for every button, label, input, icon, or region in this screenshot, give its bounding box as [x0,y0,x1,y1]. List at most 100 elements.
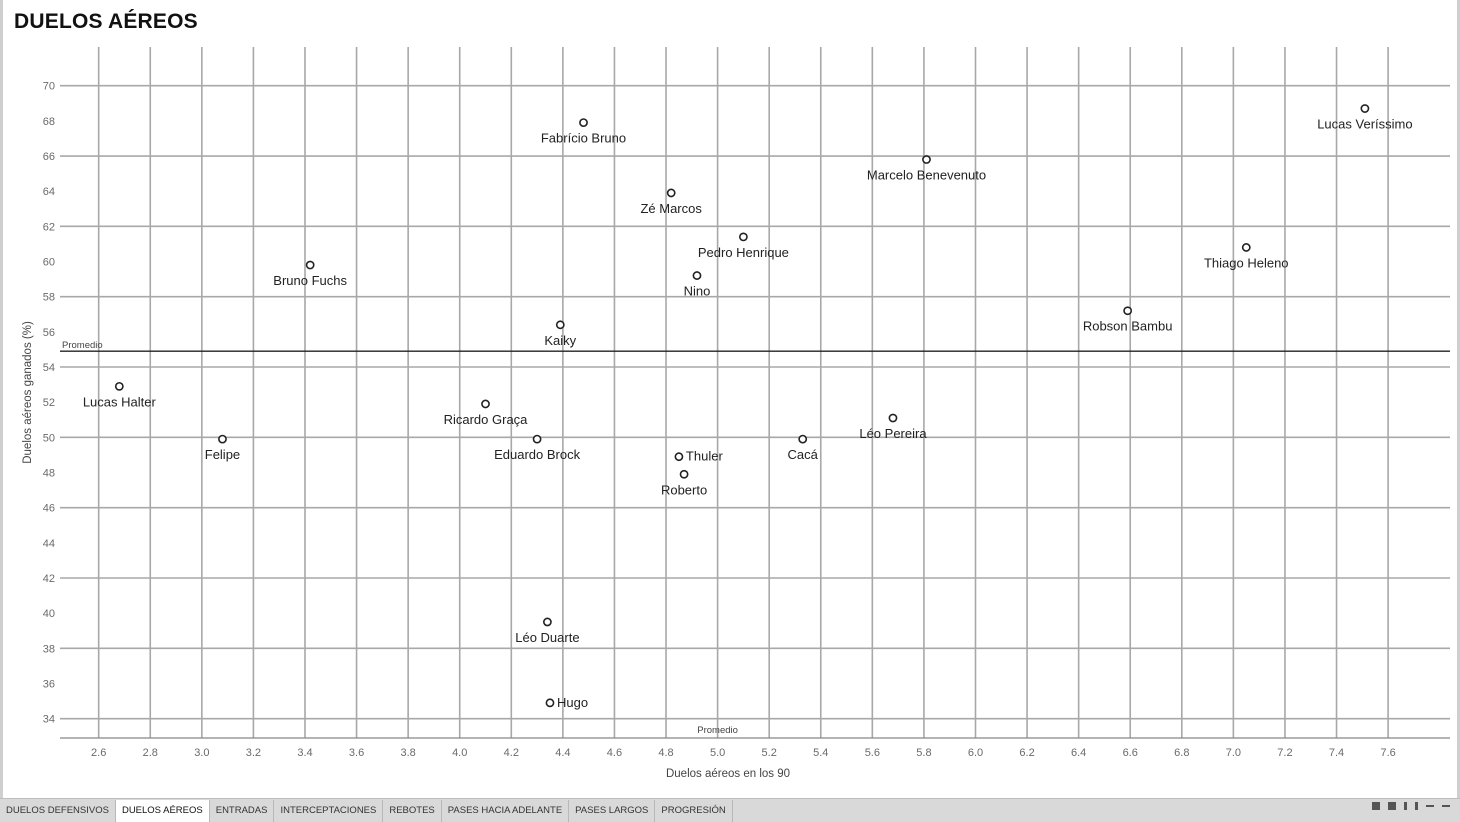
x-tick-label: 7.2 [1277,747,1292,759]
y-tick-label: 42 [43,573,55,585]
x-tick-label: 3.2 [246,747,261,759]
data-point-label: Ricardo Graça [444,412,529,427]
list-view-icon[interactable] [1388,802,1396,810]
x-tick-label: 4.0 [452,747,467,759]
data-point-label: Hugo [557,695,588,710]
data-point [579,118,588,128]
x-tick-label: 6.2 [1019,747,1034,759]
y-tick-label: 50 [43,432,55,444]
data-point-label: Thuler [686,449,724,464]
scroll-left-icon[interactable] [1404,802,1407,810]
y-tick-label: 60 [43,257,55,269]
y-tick-label: 44 [43,538,55,550]
tab-entradas[interactable]: ENTRADAS [210,799,275,822]
x-tick-label: 2.8 [143,747,158,759]
data-point [922,155,931,164]
x-tick-label: 6.4 [1071,747,1086,759]
data-point [305,260,315,270]
x-tick-label: 5.8 [916,747,931,759]
y-tick-label: 62 [43,221,55,233]
data-point [666,188,676,198]
x-tick-label: 4.8 [658,747,673,759]
data-point [1241,243,1251,252]
y-tick-label: 56 [43,327,55,339]
x-tick-label: 3.8 [400,747,415,759]
x-tick-label: 5.4 [813,747,828,759]
data-point-label: Marcelo Benevenuto [867,168,986,183]
x-tick-label: 7.6 [1380,747,1395,759]
data-point [481,399,490,409]
x-reference-label: Promedio [697,725,738,736]
data-point [218,434,227,444]
tab-navigation-controls [1372,802,1450,810]
tab-interceptaciones[interactable]: INTERCEPTACIONES [274,799,384,822]
scatter-chart: 2.6 2.8 3.0 3.2 3.4 3.6 3.8 4.0 4.2 4.4 4.6 4.8 5.0 5… [22,47,1450,780]
data-point-label: Fabrício Bruno [541,131,626,146]
data-point-label: Zé Marcos [640,201,702,216]
data-point [543,617,552,627]
x-tick-label: 5.0 [710,747,725,759]
y-tick-label: 52 [43,397,55,409]
data-point-label: Pedro Henrique [698,245,789,260]
data-point-label: Léo Duarte [515,630,579,645]
data-point-label: Bruno Fuchs [273,273,347,288]
tab-duelos-defensivos[interactable]: DUELOS DEFENSIVOS [0,799,116,822]
data-point [532,434,542,444]
data-point-label: Felipe [205,447,240,462]
x-tick-label: 6.8 [1174,747,1189,759]
y-tick-label: 36 [43,678,55,690]
y-tick-label: 68 [43,116,55,128]
tab-pases-hacia-adelante[interactable]: PASES HACIA ADELANTE [442,799,570,822]
x-tick-label: 5.2 [762,747,777,759]
y-tick-label: 38 [43,643,55,655]
x-tick-label: 3.4 [297,747,312,759]
x-tick-label: 3.0 [194,747,209,759]
data-point [545,698,555,708]
chart-title: DUELOS AÉREOS [14,10,198,33]
x-axis-title: Duelos aéreos en los 90 [666,768,790,780]
collapse-icon[interactable] [1442,805,1450,807]
data-point-label: Lucas Veríssimo [1317,117,1412,132]
data-point [1123,306,1133,316]
data-point-label: Thiago Heleno [1204,255,1289,270]
tab-rebotes[interactable]: REBOTES [383,799,442,822]
data-point [114,381,124,391]
x-tick-label: 7.0 [1226,747,1241,759]
data-point [1360,104,1370,113]
tab-duelos-aereos[interactable]: DUELOS AÉREOS [115,799,210,822]
x-tick-label: 6.0 [968,747,983,759]
data-point-label: Lucas Halter [83,394,157,409]
y-tick-label: 66 [43,151,55,163]
data-point-label: Eduardo Brock [494,447,580,462]
y-tick-label: 54 [43,362,55,374]
tab-progresion[interactable]: PROGRESIÓN [655,799,733,822]
scroll-right-icon[interactable] [1415,802,1418,810]
sheet-tab-bar: DUELOS DEFENSIVOS DUELOS AÉREOS ENTRADAS… [0,798,1460,822]
y-tick-label: 48 [43,468,55,480]
data-point-label: Léo Pereira [859,426,927,441]
grid-view-icon[interactable] [1372,802,1380,810]
data-point [738,232,748,242]
y-reference-label: Promedio [62,340,103,351]
data-point [555,320,565,330]
x-tick-label: 7.4 [1329,747,1344,759]
data-point [679,469,689,479]
y-tick-label: 58 [43,292,55,304]
x-tick-label: 4.2 [504,747,519,759]
data-point-label: Kaiky [544,333,576,348]
y-tick-label: 46 [43,503,55,515]
data-point-label: Robson Bambu [1083,319,1173,334]
y-axis-title: Duelos aéreos ganados (%) [22,321,34,464]
data-point [798,434,808,444]
x-tick-label: 3.6 [349,747,364,759]
x-tick-label: 2.6 [91,747,106,759]
y-tick-label: 40 [43,608,55,620]
y-tick-label: 64 [43,186,55,198]
tab-pases-largos[interactable]: PASES LARGOS [569,799,656,822]
x-tick-label: 6.6 [1123,747,1138,759]
data-point-label: Roberto [661,482,707,497]
data-point-label: Cacá [788,447,819,462]
x-tick-label: 5.6 [865,747,880,759]
minimize-icon[interactable] [1426,805,1434,807]
